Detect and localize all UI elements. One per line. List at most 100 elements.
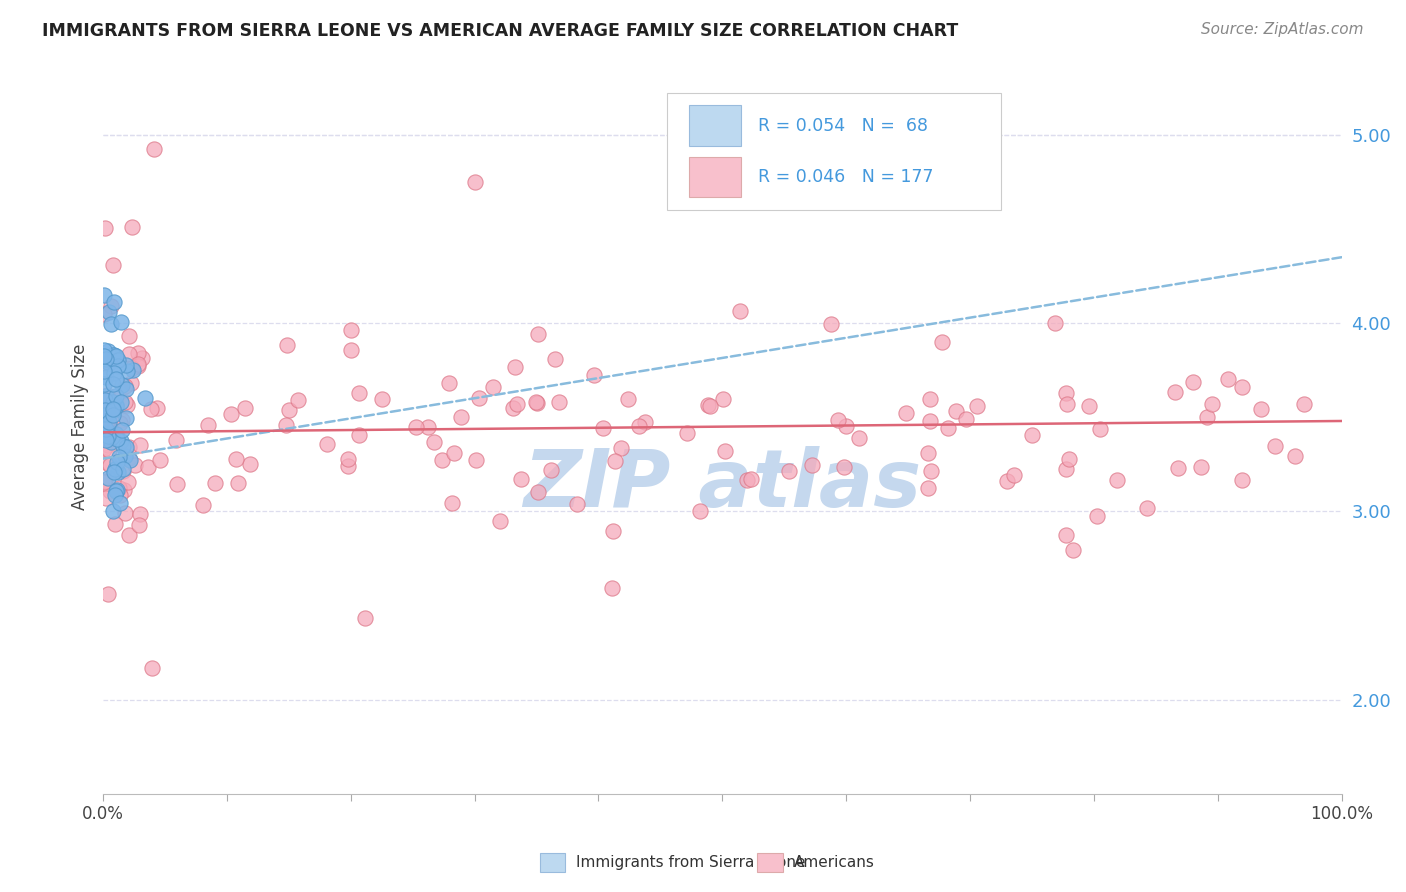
Point	[110, 423, 132, 437]
Point	[917, 481, 939, 495]
Point	[464, 175, 486, 189]
Point	[339, 343, 361, 358]
Point	[94, 221, 117, 235]
Point	[105, 399, 128, 413]
Point	[441, 496, 464, 510]
Point	[1201, 397, 1223, 411]
Point	[544, 351, 567, 366]
Point	[141, 402, 163, 417]
Point	[672, 137, 695, 152]
Point	[121, 362, 143, 376]
Point	[128, 518, 150, 533]
Point	[778, 464, 800, 478]
Text: Source: ZipAtlas.com: Source: ZipAtlas.com	[1201, 22, 1364, 37]
Point	[107, 352, 129, 367]
Point	[97, 426, 120, 441]
Point	[114, 506, 136, 520]
Point	[97, 442, 120, 457]
Point	[101, 376, 124, 391]
Point	[482, 380, 505, 394]
Point	[124, 458, 146, 472]
Point	[104, 398, 127, 412]
Point	[93, 475, 115, 490]
Point	[697, 398, 720, 412]
Point	[728, 304, 751, 318]
Point	[96, 351, 118, 366]
Point	[94, 389, 117, 403]
Point	[114, 379, 136, 393]
Point	[97, 415, 120, 429]
Point	[118, 347, 141, 361]
Point	[100, 435, 122, 450]
Point	[142, 142, 165, 156]
FancyBboxPatch shape	[666, 93, 1001, 211]
Point	[105, 483, 128, 498]
Point	[94, 474, 117, 488]
Point	[103, 348, 125, 362]
Point	[114, 395, 136, 409]
Point	[105, 455, 128, 469]
Point	[276, 337, 298, 351]
Point	[96, 433, 118, 447]
Point	[100, 318, 122, 332]
Point	[127, 359, 149, 373]
Point	[920, 392, 942, 407]
Point	[108, 481, 131, 495]
Point	[735, 473, 758, 487]
Point	[502, 401, 524, 416]
Point	[127, 345, 149, 359]
Point	[117, 398, 139, 412]
Bar	[689, 105, 741, 146]
Point	[405, 420, 427, 434]
Point	[107, 450, 129, 464]
Point	[93, 343, 115, 357]
Point	[107, 359, 129, 373]
Point	[896, 406, 918, 420]
Point	[676, 425, 699, 440]
Point	[1054, 462, 1077, 476]
Point	[93, 364, 115, 378]
Point	[105, 432, 128, 446]
Point	[111, 413, 134, 427]
Point	[98, 401, 121, 416]
Point	[527, 326, 550, 341]
Point	[443, 446, 465, 460]
Point	[917, 446, 939, 460]
Point	[104, 483, 127, 498]
Point	[118, 528, 141, 542]
Point	[115, 411, 138, 425]
Point	[97, 407, 120, 421]
Point	[225, 451, 247, 466]
Point	[118, 453, 141, 467]
Point	[131, 351, 153, 365]
Text: R = 0.054   N =  68: R = 0.054 N = 68	[758, 117, 928, 135]
Point	[1136, 501, 1159, 516]
Point	[920, 415, 942, 429]
Point	[104, 462, 127, 476]
Point	[610, 441, 633, 455]
Point	[96, 421, 118, 435]
Point	[101, 401, 124, 416]
Point	[146, 401, 169, 416]
Point	[100, 458, 122, 472]
Point	[118, 328, 141, 343]
Point	[1182, 375, 1205, 389]
Point	[110, 416, 132, 430]
Point	[1088, 422, 1111, 436]
Point	[110, 395, 132, 409]
Point	[111, 462, 134, 476]
Point	[103, 258, 125, 272]
Point	[565, 497, 588, 511]
Point	[118, 441, 141, 455]
Point	[104, 517, 127, 532]
Point	[110, 315, 132, 329]
Point	[108, 488, 131, 502]
Point	[1043, 316, 1066, 330]
Point	[93, 402, 115, 417]
Point	[600, 581, 623, 595]
Point	[432, 452, 454, 467]
Point	[103, 295, 125, 310]
Point	[592, 421, 614, 435]
Point	[94, 399, 117, 413]
Point	[603, 453, 626, 467]
